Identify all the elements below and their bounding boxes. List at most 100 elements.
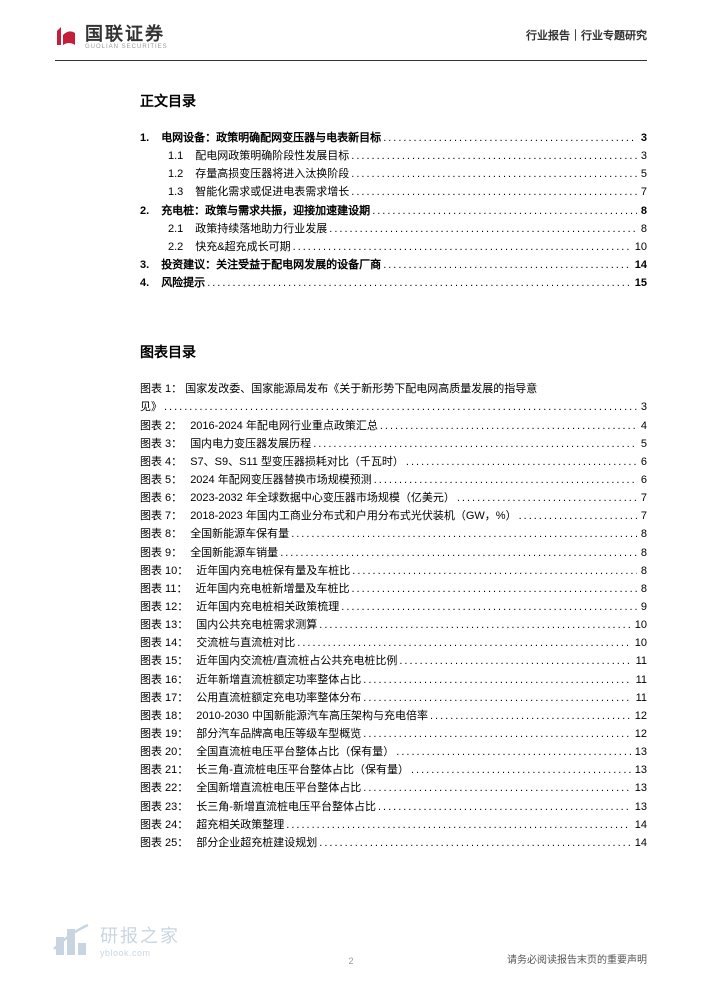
fig-toc-list: 图表 1： 国家发改委、国家能源局发布《关于新形势下配电网高质量发展的指导意见》…	[140, 380, 647, 852]
toc-page: 3	[641, 147, 647, 165]
logo-text-block: 国联证券 GUOLIAN SECURITIES	[85, 20, 168, 50]
fig-page: 14	[635, 834, 647, 852]
fig-page: 6	[641, 471, 647, 489]
toc-label: 电网设备：政策明确配网变压器与电表新目标	[161, 129, 381, 147]
fig-label: 2023-2032 年全球数据中心变压器市场规模（亿美元）	[190, 489, 455, 507]
toc-dots	[352, 562, 637, 580]
watermark-text: 研报之家 yblook.com	[100, 922, 180, 958]
fig-line: 图表 9：全国新能源车销量8	[140, 544, 647, 562]
fig-toc-title: 图表目录	[140, 342, 647, 362]
watermark-en: yblook.com	[100, 948, 180, 958]
fig-page: 12	[635, 707, 647, 725]
fig-label: 国内电力变压器发展历程	[190, 435, 311, 453]
fig-label: 全国新能源车销量	[190, 544, 278, 562]
fig-prefix: 图表 7：	[140, 507, 182, 525]
fig-label: 交流桩与直流桩对比	[196, 634, 295, 652]
fig-label: 近年国内充电桩相关政策梳理	[196, 598, 339, 616]
toc-page: 7	[641, 183, 647, 201]
fig-label: S7、S9、S11 型变压器损耗对比（千瓦时）	[190, 453, 404, 471]
toc-dots	[457, 489, 637, 507]
fig-page: 11	[636, 652, 647, 670]
fig-prefix: 图表 19：	[140, 725, 188, 743]
toc-dots	[313, 435, 637, 453]
fig-line: 图表 15：近年国内交流桩/直流桩占公共充电桩比例11	[140, 652, 647, 670]
fig-label: 部分汽车品牌高电压等级车型概览	[196, 725, 361, 743]
fig-page: 13	[635, 761, 647, 779]
toc-dots	[341, 598, 637, 616]
fig-label: 部分企业超充桩建设规划	[196, 834, 317, 852]
fig-label: 近年国内充电桩保有量及车桩比	[196, 562, 350, 580]
fig-label: 2018-2023 年国内工商业分布式和户用分布式光伏装机（GW，%）	[190, 507, 516, 525]
toc-label: 智能化需求或促进电表需求增长	[195, 183, 349, 201]
fig-page: 9	[641, 598, 647, 616]
fig-page: 13	[635, 779, 647, 797]
toc-dots	[363, 779, 630, 797]
fig-label: 长三角-新增直流桩电压平台整体占比	[196, 798, 376, 816]
fig-page: 8	[641, 525, 647, 543]
fig-label: 见》	[140, 398, 162, 416]
toc-num: 2.	[140, 202, 149, 220]
logo-icon	[55, 23, 79, 47]
fig-line: 图表 8：全国新能源车保有量8	[140, 525, 647, 543]
main-toc-section: 正文目录 1.电网设备：政策明确配网变压器与电表新目标31.1配电网政策明确阶段…	[140, 91, 647, 292]
fig-line: 图表 11： 近年国内充电桩新增量及车桩比 8	[140, 580, 647, 598]
fig-prefix: 图表 11：	[140, 580, 187, 598]
page-header: 国联证券 GUOLIAN SECURITIES 行业报告｜行业专题研究	[55, 0, 647, 61]
toc-dots	[293, 238, 631, 256]
toc-page: 3	[641, 129, 647, 147]
toc-dots	[396, 743, 630, 761]
fig-prefix: 图表 6：	[140, 489, 182, 507]
toc-dots	[351, 165, 637, 183]
fig-prefix: 图表 22：	[140, 779, 188, 797]
toc-dots	[351, 580, 636, 598]
fig-page: 11	[636, 689, 647, 707]
fig-page: 13	[635, 798, 647, 816]
fig-label: 公用直流桩额定充电功率整体分布	[196, 689, 361, 707]
toc-line: 1.1配电网政策明确阶段性发展目标3	[140, 147, 647, 165]
fig-page: 11	[636, 671, 647, 689]
watermark: 研报之家 yblook.com	[50, 919, 180, 961]
toc-num: 4.	[140, 274, 149, 292]
toc-dots	[430, 707, 631, 725]
fig-label: 图表 1： 国家发改委、国家能源局发布《关于新形势下配电网高质量发展的指导意	[140, 380, 647, 398]
fig-prefix: 图表 14：	[140, 634, 188, 652]
fig-page: 8	[641, 544, 647, 562]
fig-label: 近年国内交流桩/直流桩占公共充电桩比例	[196, 652, 397, 670]
fig-prefix: 图表 12：	[140, 598, 188, 616]
fig-page: 13	[635, 743, 647, 761]
fig-line: 图表 25： 部分企业超充桩建设规划 14	[140, 834, 647, 852]
fig-prefix: 图表 5：	[140, 471, 182, 489]
fig-page: 10	[635, 634, 647, 652]
toc-dots	[363, 689, 631, 707]
toc-num: 2.1	[168, 220, 183, 238]
header-right-text: 行业报告｜行业专题研究	[526, 27, 647, 43]
fig-label: 超充相关政策整理	[196, 816, 284, 834]
logo-text-cn: 国联证券	[85, 20, 168, 46]
toc-dots	[372, 202, 637, 220]
fig-label: 2016-2024 年配电网行业重点政策汇总	[190, 417, 378, 435]
toc-line: 2.充电桩：政策与需求共振，迎接加速建设期8	[140, 202, 647, 220]
fig-line: 图表 20：全国直流桩电压平台整体占比（保有量）13	[140, 743, 647, 761]
toc-dots	[319, 834, 630, 852]
fig-page: 8	[641, 580, 647, 598]
toc-dots	[291, 525, 637, 543]
fig-prefix: 图表 20：	[140, 743, 188, 761]
toc-dots	[329, 220, 637, 238]
fig-line: 图表 18：2010-2030 中国新能源汽车高压架构与充电倍率12	[140, 707, 647, 725]
fig-prefix: 图表 18：	[140, 707, 188, 725]
toc-dots	[351, 183, 637, 201]
fig-prefix: 图表 2：	[140, 417, 182, 435]
fig-prefix: 图表 16：	[140, 671, 188, 689]
toc-dots	[406, 453, 637, 471]
fig-page: 12	[635, 725, 647, 743]
fig-line: 图表 4：S7、S9、S11 型变压器损耗对比（千瓦时）6	[140, 453, 647, 471]
toc-label: 快充&超充成长可期	[195, 238, 290, 256]
fig-page: 7	[641, 489, 647, 507]
fig-page: 7	[641, 507, 647, 525]
toc-num: 1.3	[168, 183, 183, 201]
fig-prefix: 图表 25：	[140, 834, 188, 852]
fig-label: 近年国内充电桩新增量及车桩比	[195, 580, 349, 598]
fig-line: 图表 23：长三角-新增直流桩电压平台整体占比13	[140, 798, 647, 816]
toc-dots	[207, 274, 631, 292]
toc-page: 14	[635, 256, 647, 274]
